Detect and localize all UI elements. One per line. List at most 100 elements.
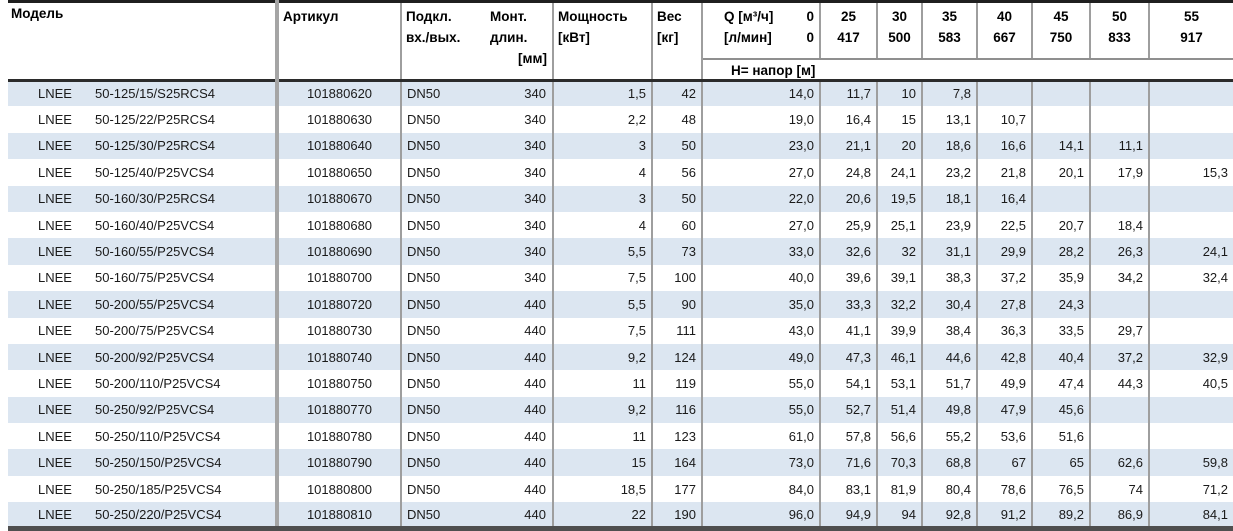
brand-label: LNEE — [38, 270, 72, 286]
head-value-cell: 14,0 — [702, 80, 821, 107]
column-header-weight: Вес [кг] — [652, 1, 703, 82]
weight-cell: 123 — [652, 423, 703, 450]
power-cell: 11 — [553, 423, 653, 450]
head-value-cell: 49,9 — [977, 370, 1033, 397]
article-cell: 101880680 — [277, 211, 402, 239]
head-value-cell: 38,4 — [922, 317, 978, 344]
weight-cell: 119 — [652, 370, 703, 397]
head-value-cell: 56,6 — [877, 423, 923, 450]
mount-label-unit: [мм] — [518, 51, 547, 66]
flow-m3h-value: 55 — [1183, 9, 1200, 24]
model-label: 50-200/55/P25VCS4 — [95, 296, 215, 312]
head-value-cell: 24,8 — [820, 159, 878, 186]
article-cell: 101880740 — [277, 343, 402, 371]
article-cell: 101880640 — [277, 132, 402, 160]
mount-length-cell: 440 — [485, 291, 554, 318]
model-label: 50-160/30/P25RCS4 — [95, 191, 215, 207]
head-value-cell: 29,7 — [1090, 317, 1150, 344]
head-value-cell — [1090, 185, 1150, 212]
head-value-cell: 80,4 — [922, 475, 978, 503]
head-value-cell: 23,9 — [922, 211, 978, 239]
head-value-cell: 51,7 — [922, 370, 978, 397]
head-value-cell: 61,0 — [702, 423, 821, 450]
table-row: LNEE 50-160/55/P25VCS4 101880690 DN50 340 5,5… — [8, 238, 1233, 265]
model-label: 50-160/75/P25VCS4 — [95, 270, 215, 286]
connection-cell: DN50 — [407, 86, 441, 102]
model-label: 50-200/92/P25VCS4 — [95, 349, 215, 365]
head-value-cell: 18,1 — [922, 185, 978, 212]
model-cell: LNEE 50-125/22/P25RCS4 — [8, 106, 279, 133]
head-value-cell: 94,9 — [820, 502, 878, 529]
model-cell: LNEE 50-160/40/P25VCS4 — [8, 211, 279, 239]
head-value-cell: 44,6 — [922, 343, 978, 371]
head-value-cell: 37,2 — [977, 264, 1033, 292]
head-value-cell: 62,6 — [1090, 449, 1150, 476]
column-header-model: Модель — [8, 1, 279, 82]
head-value-cell: 39,6 — [820, 264, 878, 292]
head-value-cell: 14,1 — [1032, 132, 1091, 160]
table-row: LNEE 50-160/40/P25VCS4 101880680 DN50 340 4 60… — [8, 211, 1233, 239]
head-value-cell: 40,4 — [1032, 343, 1091, 371]
article-cell: 101880700 — [277, 264, 402, 292]
model-cell: LNEE 50-250/185/P25VCS4 — [8, 475, 279, 503]
brand-label: LNEE — [38, 455, 72, 471]
head-value-cell — [1090, 80, 1150, 107]
weight-unit: [кг] — [657, 30, 679, 45]
mount-length-cell: 340 — [485, 264, 554, 292]
head-value-cell — [1149, 133, 1233, 159]
head-value-cell: 91,2 — [977, 502, 1033, 529]
connection-cell: DN50 — [407, 323, 441, 339]
model-label: 50-125/30/P25RCS4 — [95, 138, 215, 154]
connection-cell: DN50 — [407, 164, 441, 180]
flow-lmin-zero: 0 — [806, 30, 814, 45]
mount-length-cell: 440 — [485, 423, 554, 450]
head-value-cell: 22,0 — [702, 185, 821, 212]
weight-cell: 177 — [652, 475, 703, 503]
weight-cell: 48 — [652, 106, 703, 133]
head-value-cell: 51,6 — [1032, 423, 1091, 450]
flow-lmin-value: 833 — [1108, 30, 1131, 45]
model-label: 50-250/185/P25VCS4 — [95, 481, 222, 497]
head-value-cell: 35,9 — [1032, 264, 1091, 292]
head-value-cell: 39,1 — [877, 264, 923, 292]
power-cell: 7,5 — [553, 317, 653, 344]
weight-cell: 164 — [652, 449, 703, 476]
head-value-cell: 40,5 — [1202, 375, 1228, 391]
head-value-cell: 13,1 — [922, 106, 978, 133]
head-value-cell: 51,4 — [877, 396, 923, 424]
head-value-cell: 53,6 — [977, 423, 1033, 450]
power-cell: 22 — [553, 502, 653, 529]
head-value-cell: 59,8 — [1202, 455, 1228, 471]
power-label: Мощность — [558, 9, 628, 24]
flow-m3h-zero: 0 — [806, 9, 814, 24]
column-header-flow-45: 45 750 — [1032, 1, 1091, 60]
flow-lmin-value: 750 — [1049, 30, 1073, 45]
model-cell: LNEE 50-200/55/P25VCS4 — [8, 291, 279, 318]
brand-label: LNEE — [38, 86, 72, 102]
head-value-cell: 67 — [977, 449, 1033, 476]
weight-label: Вес — [657, 9, 682, 24]
table-row: LNEE 50-200/75/P25VCS4 101880730 DN50 440 7,5… — [8, 317, 1233, 344]
head-value-cell: 33,0 — [702, 238, 821, 265]
flow-lmin-value: 667 — [993, 30, 1016, 45]
head-value-cell: 11,7 — [820, 80, 878, 107]
head-value-cell: 78,6 — [977, 475, 1033, 503]
flow-m3h-value: 35 — [941, 9, 958, 24]
model-cell: LNEE 50-200/110/P25VCS4 — [8, 370, 279, 397]
head-value-cell: 70,3 — [877, 449, 923, 476]
head-row-label: H= напор [м] — [702, 58, 1233, 82]
model-label: 50-250/92/P25VCS4 — [95, 402, 215, 418]
head-value-cell: 20,1 — [1032, 159, 1091, 186]
model-label: 50-200/75/P25VCS4 — [95, 323, 215, 339]
brand-label: LNEE — [38, 164, 72, 180]
connection-label-line1: Подкл. — [406, 9, 452, 24]
head-value-cell: 23,2 — [922, 159, 978, 186]
column-header-power: Мощность [кВт] — [553, 1, 653, 82]
brand-label: LNEE — [38, 428, 72, 444]
model-cell: LNEE 50-250/150/P25VCS4 — [8, 449, 279, 476]
flow-m3h-value: 45 — [1053, 9, 1069, 24]
brand-label: LNEE — [38, 481, 72, 497]
header-row-head: H= напор [м] — [8, 58, 1233, 82]
head-value-cell: 33,3 — [820, 291, 878, 318]
power-cell: 2,2 — [553, 106, 653, 133]
